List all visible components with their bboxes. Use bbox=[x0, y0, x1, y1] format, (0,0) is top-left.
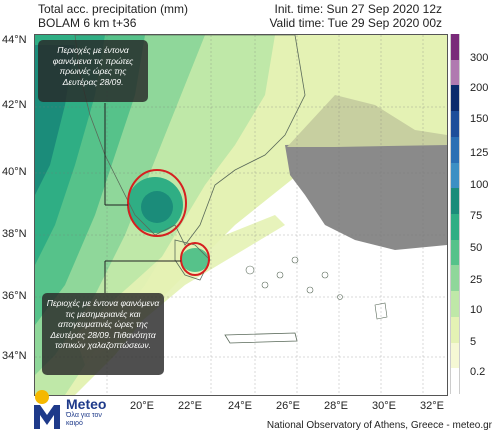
colorbar-tick: 200 bbox=[470, 82, 489, 94]
colorbar-segment bbox=[450, 265, 460, 292]
colorbar-segment bbox=[450, 136, 460, 164]
colorbar-segment bbox=[450, 162, 460, 189]
lat-label: 38°N bbox=[2, 228, 27, 240]
colorbar-segment bbox=[450, 85, 460, 112]
lat-label: 40°N bbox=[2, 166, 27, 178]
lon-label: 22°E bbox=[178, 400, 202, 412]
colorbar-tick: 150 bbox=[470, 113, 489, 125]
valid-time: Valid time: Tue 29 Sep 2020 00z bbox=[269, 16, 442, 30]
colorbar-segment bbox=[450, 214, 460, 241]
lat-label: 44°N bbox=[2, 34, 27, 46]
colorbar-tick: 25 bbox=[470, 274, 483, 286]
colorbar-tick: 100 bbox=[470, 179, 489, 191]
colorbar-tick: 125 bbox=[470, 147, 489, 159]
colorbar-tick: 300 bbox=[470, 52, 489, 64]
time-info: Init. time: Sun 27 Sep 2020 12z Valid ti… bbox=[269, 2, 442, 30]
colorbar-tick: 75 bbox=[470, 210, 483, 222]
colorbar-segment bbox=[450, 291, 460, 318]
lon-label: 20°E bbox=[130, 400, 154, 412]
annotation-box-morning: Περιοχές με έντονα φαινόμενα τις πρώτες … bbox=[38, 40, 148, 102]
lat-label: 34°N bbox=[2, 350, 27, 362]
colorbar-segment bbox=[450, 239, 460, 266]
lat-label: 36°N bbox=[2, 290, 27, 302]
lon-label: 28°E bbox=[324, 400, 348, 412]
lon-label: 24°E bbox=[228, 400, 252, 412]
logo-tagline: Όλα για τον καιρό bbox=[66, 412, 102, 427]
lon-label: 30°E bbox=[372, 400, 396, 412]
annotation-box-afternoon: Περιοχές με έντονα φαινόμενα τις μεσημερ… bbox=[42, 293, 164, 375]
logo-name: Meteo bbox=[66, 396, 107, 412]
init-time: Init. time: Sun 27 Sep 2020 12z bbox=[274, 2, 442, 16]
colorbar-tick: 10 bbox=[470, 304, 483, 316]
footer-credit: National Observatory of Athens, Greece -… bbox=[266, 420, 492, 431]
chart-title: Total acc. precipitation (mm) BOLAM 6 km… bbox=[38, 2, 188, 30]
colorbar-tick: 50 bbox=[470, 242, 483, 254]
colorbar-tick: 5 bbox=[470, 336, 477, 348]
colorbar-tick: 0.2 bbox=[470, 366, 486, 378]
title-line-1: Total acc. precipitation (mm) bbox=[38, 2, 189, 16]
colorbar-segment bbox=[450, 34, 460, 61]
colorbar-segment bbox=[450, 111, 460, 138]
colorbar-segment bbox=[450, 316, 460, 344]
lon-label: 32°E bbox=[420, 400, 444, 412]
colorbar-segment bbox=[450, 368, 460, 395]
lat-label: 42°N bbox=[2, 99, 27, 111]
colorbar-segment bbox=[450, 188, 460, 215]
title-line-2: BOLAM 6 km t+36 bbox=[38, 16, 137, 30]
colorbar-segment bbox=[450, 342, 460, 369]
colorbar bbox=[450, 34, 460, 395]
colorbar-segment bbox=[450, 59, 460, 86]
meteo-logo-icon bbox=[34, 390, 60, 429]
lon-label: 26°E bbox=[276, 400, 300, 412]
